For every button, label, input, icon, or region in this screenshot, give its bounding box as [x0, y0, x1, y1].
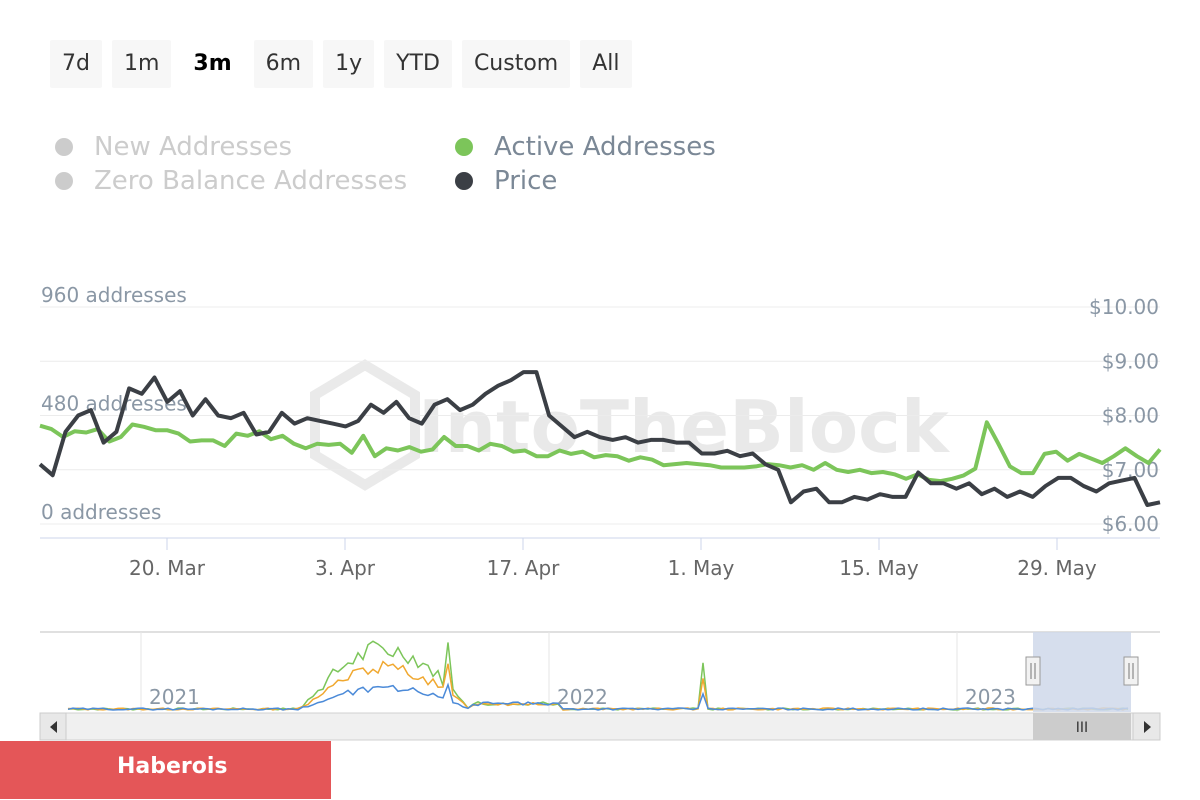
navigator-selection[interactable]: [1033, 632, 1131, 712]
x-tick-label: 15. May: [839, 556, 919, 580]
navigator-series: [67, 640, 1129, 711]
navigator-handle-right[interactable]: [1123, 656, 1139, 686]
range-selector: 7d 1m 3m 6m 1y YTD Custom All: [50, 40, 632, 88]
navigator-year-label: 2021: [149, 685, 200, 709]
y-right-tick-label: $8.00: [1102, 404, 1159, 428]
x-tick-label: 29. May: [1017, 556, 1097, 580]
legend-item-new-addresses[interactable]: New Addresses: [55, 132, 292, 162]
range-button-custom[interactable]: Custom: [461, 40, 571, 88]
series-line-price[interactable]: [38, 370, 1161, 507]
navigator-grid: 2021 2022 2023: [140, 632, 1016, 712]
x-tick-label: 20. Mar: [129, 556, 206, 580]
navigator-year-label: 2022: [557, 685, 608, 709]
x-tick-label: 1. May: [668, 556, 735, 580]
series-line-active-addresses[interactable]: [39, 420, 1162, 484]
legend-label: Active Addresses: [494, 132, 716, 162]
legend-item-active-addresses[interactable]: Active Addresses: [455, 132, 716, 162]
navigator-handle-left[interactable]: [1025, 656, 1041, 686]
arrow-right-icon: [1144, 721, 1151, 733]
range-button-1m[interactable]: 1m: [111, 40, 172, 88]
x-axis: 20. Mar 3. Apr 17. Apr 1. May 15. May 29. May: [129, 538, 1097, 580]
range-button-3m[interactable]: 3m: [181, 40, 244, 88]
range-button-ytd[interactable]: YTD: [384, 40, 452, 88]
y-right-tick-label: $9.00: [1102, 349, 1159, 373]
legend-label: Zero Balance Addresses: [94, 166, 408, 196]
navigator-year-label: 2023: [965, 685, 1016, 709]
legend-label: New Addresses: [94, 132, 293, 162]
legend-item-zero-balance-addresses[interactable]: Zero Balance Addresses: [55, 166, 407, 196]
watermark-text: IntoTheBlock: [418, 385, 951, 469]
legend-dot-icon: [55, 138, 73, 156]
legend-dot-icon: [55, 172, 73, 190]
scrollbar-thumb-grip: III: [1076, 720, 1088, 736]
x-tick-label: 3. Apr: [315, 556, 376, 580]
legend-dot-icon: [455, 172, 473, 190]
y-left-tick-label: 0 addresses: [41, 500, 161, 524]
y-left-tick-label: 960 addresses: [41, 283, 187, 307]
x-tick-label: 17. Apr: [487, 556, 561, 580]
range-button-6m[interactable]: 6m: [253, 40, 314, 88]
watermark-logo-icon: [310, 359, 420, 491]
navigator-line-new: [67, 682, 1129, 711]
y-right-tick-label: $10.00: [1089, 295, 1159, 319]
y-right-tick-label: $6.00: [1102, 512, 1159, 536]
legend-item-price[interactable]: Price: [455, 166, 557, 196]
range-button-all[interactable]: All: [580, 40, 632, 88]
brand-badge: Haberois: [0, 741, 331, 799]
legend-label: Price: [494, 166, 558, 196]
range-button-1y[interactable]: 1y: [323, 40, 375, 88]
scrollbar-thumb[interactable]: [1033, 713, 1131, 740]
arrow-left-icon: [50, 721, 57, 733]
watermark: IntoTheBlock: [310, 359, 951, 491]
range-button-7d[interactable]: 7d: [50, 40, 102, 88]
series-layer: [38, 370, 1162, 507]
legend-dot-icon: [455, 138, 473, 156]
navigator[interactable]: 2021 2022 2023 III: [0, 620, 1200, 745]
scrollbar-track[interactable]: [39, 712, 1161, 741]
